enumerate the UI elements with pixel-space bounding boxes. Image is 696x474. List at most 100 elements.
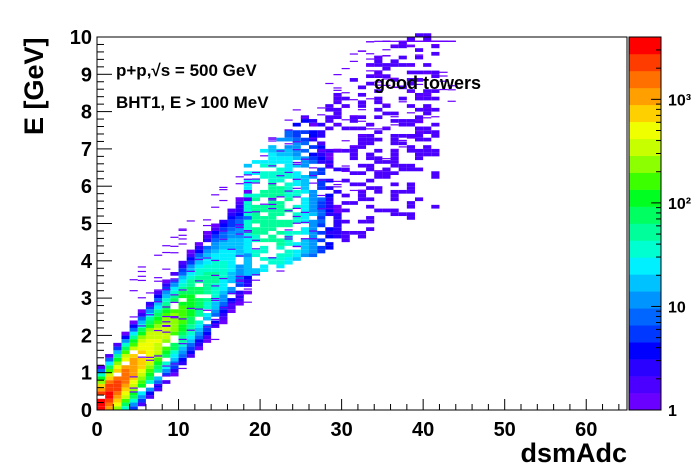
heatmap-cell	[145, 380, 155, 384]
heatmap-cell	[374, 70, 383, 72]
heatmap-cell	[211, 259, 220, 262]
heatmap-cell	[178, 318, 187, 320]
heatmap-cell	[154, 320, 163, 325]
heatmap-cell	[251, 171, 261, 174]
heatmap-cell	[162, 368, 171, 373]
heatmap-cell	[406, 182, 415, 187]
heatmap-cell	[284, 160, 293, 164]
heatmap-cell	[406, 163, 415, 168]
heatmap-cell	[284, 130, 293, 134]
heatmap-cell	[382, 40, 391, 42]
heatmap-cell	[145, 342, 155, 347]
heatmap-cell	[325, 167, 334, 169]
heatmap-cell	[268, 137, 277, 139]
heatmap-cell	[333, 95, 342, 97]
heatmap-cell	[203, 275, 212, 280]
heatmap-cell	[276, 150, 285, 152]
heatmap-cell	[113, 380, 122, 384]
heatmap-cell	[154, 316, 163, 321]
heatmap-cell	[227, 223, 236, 228]
heatmap-cell	[300, 141, 309, 146]
heatmap-cell	[170, 372, 179, 377]
heatmap-cell	[325, 163, 334, 168]
heatmap-cell	[145, 372, 155, 377]
heatmap-cell	[227, 268, 236, 272]
heatmap-cell	[162, 365, 171, 369]
heatmap-cell	[178, 229, 187, 231]
heatmap-cell	[235, 234, 244, 239]
heatmap-cell	[154, 289, 163, 291]
heatmap-cell	[406, 37, 415, 41]
heatmap-cell	[137, 320, 146, 325]
heatmap-cell	[341, 165, 350, 167]
heatmap-cell	[317, 130, 326, 134]
heatmap-cell	[203, 335, 212, 340]
heatmap-cell	[374, 96, 383, 101]
heatmap-cell	[170, 350, 179, 355]
heatmap-cell	[137, 376, 146, 381]
heatmap-cell	[162, 251, 171, 254]
y-tick-label: 10	[70, 27, 92, 49]
heatmap-cell	[251, 271, 261, 276]
heatmap-cell	[129, 339, 138, 343]
heatmap-cell	[398, 141, 407, 146]
heatmap-cell	[268, 208, 277, 213]
heatmap-cell	[178, 283, 187, 287]
color-scale-swatch	[629, 104, 661, 123]
heatmap-cell	[268, 193, 277, 198]
heatmap-cell	[137, 365, 146, 369]
heatmap-cell	[194, 331, 203, 336]
heatmap-cell	[284, 210, 293, 212]
heatmap-cell	[439, 75, 448, 77]
heatmap-cell	[431, 148, 440, 153]
heatmap-cell	[260, 249, 269, 254]
heatmap-cell	[186, 283, 195, 287]
heatmap-cell	[243, 291, 252, 293]
heatmap-cell	[170, 252, 179, 254]
heatmap-cell	[309, 145, 318, 149]
heatmap-cell	[227, 242, 236, 246]
heatmap-cell	[235, 271, 244, 276]
heatmap-cell	[219, 234, 228, 239]
heatmap-cell	[219, 227, 228, 231]
heatmap-cell	[219, 230, 228, 232]
heatmap-cell	[268, 175, 277, 179]
heatmap-cell	[431, 51, 440, 56]
heatmap-cell	[415, 156, 424, 161]
heatmap-cell	[243, 178, 252, 180]
heatmap-cell	[154, 327, 163, 332]
heatmap-cell	[366, 219, 375, 224]
heatmap-cell	[186, 313, 195, 317]
heatmap-cell	[154, 298, 163, 302]
heatmap-cell	[211, 227, 220, 231]
heatmap-cell	[235, 290, 244, 295]
heatmap-cell	[137, 350, 146, 355]
heatmap-cell	[406, 46, 415, 48]
heatmap-cell	[309, 156, 318, 161]
heatmap-cell	[186, 301, 195, 306]
heatmap-cell	[423, 137, 432, 142]
heatmap-cell	[235, 176, 244, 178]
heatmap-cell	[309, 227, 318, 231]
heatmap-cell	[97, 372, 106, 377]
heatmap-cell	[203, 327, 212, 332]
heatmap-cell	[268, 183, 277, 185]
heatmap-cell	[194, 313, 203, 317]
heatmap-cell	[243, 242, 252, 246]
heatmap-cell	[415, 130, 424, 133]
heatmap-cell	[382, 66, 391, 71]
heatmap-cell	[268, 148, 277, 153]
heatmap-cell	[284, 182, 293, 187]
heatmap-cell	[447, 89, 456, 91]
heatmap-cell	[415, 54, 424, 56]
heatmap-cell	[243, 212, 252, 217]
heatmap-cell	[113, 387, 122, 392]
heatmap-cell	[415, 122, 424, 124]
heatmap-cell	[406, 119, 415, 123]
heatmap-cell	[260, 175, 269, 179]
heatmap-cell	[178, 290, 187, 295]
heatmap-cell	[268, 165, 277, 167]
heatmap-cell	[170, 327, 179, 332]
heatmap-cell	[300, 212, 309, 217]
heatmap-cell	[390, 59, 399, 64]
